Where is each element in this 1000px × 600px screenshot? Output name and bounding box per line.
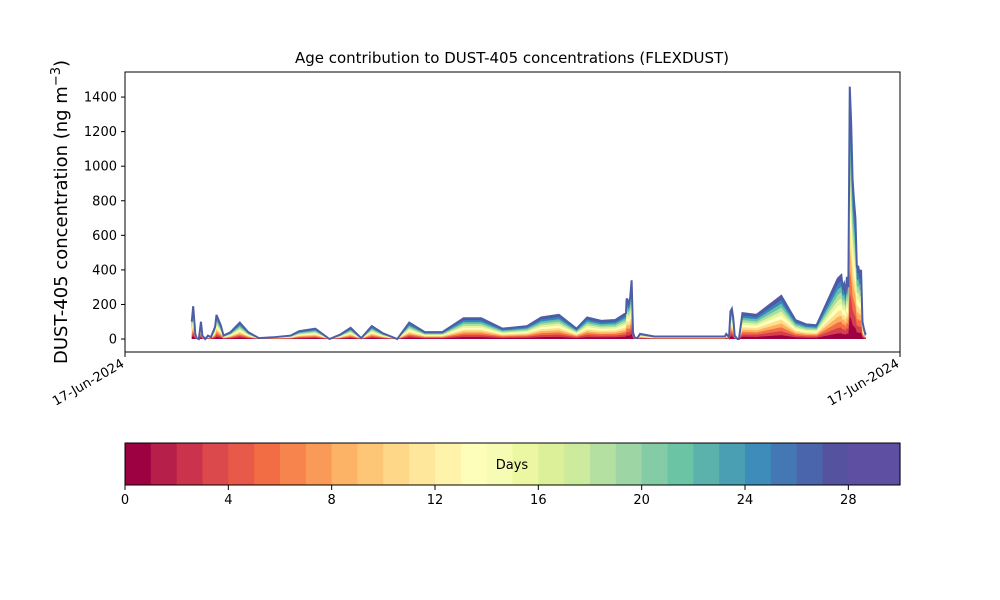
y-tick-label: 200 — [92, 298, 117, 313]
colorbar-tick-label: 8 — [328, 493, 336, 508]
colorbar-tick-label: 28 — [840, 493, 857, 508]
chart-title: Age contribution to DUST-405 concentrati… — [295, 49, 729, 67]
y-tick-label: 800 — [92, 194, 117, 209]
colorbar-segment-18 — [590, 443, 617, 485]
colorbar-frame — [124, 442, 901, 486]
colorbar-segment-15 — [512, 443, 539, 485]
colorbar-label: Days — [496, 458, 529, 473]
colorbar-tick-label: 24 — [737, 493, 754, 508]
colorbar-segment-14 — [486, 443, 514, 485]
colorbar-segment-20 — [641, 443, 669, 485]
colorbar-segment-8 — [331, 443, 359, 485]
colorbar-segment-13 — [460, 443, 488, 485]
colorbar-segment-19 — [615, 443, 643, 485]
colorbar-segment-3 — [202, 443, 229, 485]
colorbar-segment-21 — [667, 443, 694, 485]
colorbar-segment-28 — [848, 443, 875, 485]
colorbar-segment-27 — [822, 443, 849, 485]
colorbar-tick-label: 20 — [633, 493, 650, 508]
colorbar-segment-10 — [383, 443, 410, 485]
colorbar-segment-25 — [770, 443, 798, 485]
colorbar-segment-2 — [176, 443, 204, 485]
y-axis-label-text: DUST-405 concentration (ng m — [51, 86, 72, 364]
colorbar-segment-26 — [796, 443, 824, 485]
colorbar-segment-7 — [305, 443, 333, 485]
y-tick-label: 1200 — [84, 125, 117, 140]
total-concentration-line — [190, 86, 867, 341]
y-tick-label: 1400 — [84, 91, 117, 106]
age-layer-area-10 — [191, 86, 866, 340]
colorbar-tick-label: 4 — [224, 493, 232, 508]
age-layer-area-9 — [191, 109, 866, 340]
colorbar-segment-16 — [538, 443, 565, 485]
colorbar-tick-label: 12 — [427, 493, 444, 508]
colorbar-segment-4 — [228, 443, 255, 485]
y-axis-ticks: 0 200 400 600 800 1000 1200 1400 — [84, 91, 125, 348]
colorbar-segment-0 — [125, 443, 152, 485]
colorbar-segment-24 — [745, 443, 772, 485]
y-tick-label: 600 — [92, 229, 117, 244]
y-tick-label: 0 — [109, 333, 117, 348]
y-tick-label: 400 — [92, 263, 117, 278]
y-axis-label: DUST-405 concentration (ng m−3) — [49, 60, 72, 364]
x-axis-ticks: 17-Jun-2024 17-Jun-2024 — [50, 352, 902, 409]
colorbar-segment-1 — [150, 443, 178, 485]
y-tick-label: 1000 — [84, 160, 117, 175]
colorbar-tick-label: 16 — [530, 493, 547, 508]
y-axis-label-close: ) — [51, 60, 72, 67]
colorbar-segment-9 — [357, 443, 384, 485]
colorbar-segment-17 — [564, 443, 591, 485]
colorbar-segment-29 — [874, 443, 901, 485]
plot-frame — [124, 71, 901, 353]
colorbar-tick-label: 0 — [121, 493, 129, 508]
colorbar-segment-12 — [435, 443, 462, 485]
colorbar-segment-22 — [693, 443, 720, 485]
x-tick-label: 17-Jun-2024 — [825, 356, 902, 409]
y-axis-label-superscript: −3 — [49, 67, 64, 86]
colorbar — [125, 443, 901, 485]
colorbar-segment-23 — [719, 443, 746, 485]
colorbar-segment-11 — [409, 443, 436, 485]
colorbar-segment-5 — [254, 443, 281, 485]
colorbar-ticks: 0 4 8 12 16 20 24 28 — [121, 485, 857, 508]
stacked-area-layers — [191, 86, 866, 340]
colorbar-segment-6 — [280, 443, 307, 485]
